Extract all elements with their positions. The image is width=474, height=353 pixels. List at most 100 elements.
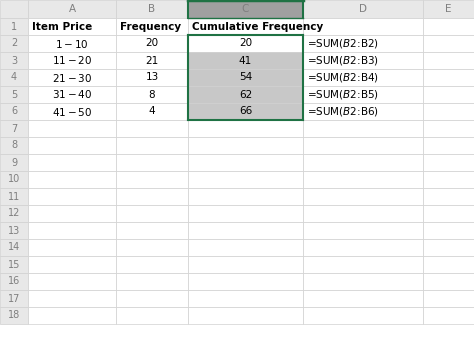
Text: 62: 62	[239, 90, 252, 100]
Bar	[28, 35, 116, 52]
Text: Frequency: Frequency	[120, 22, 181, 31]
Text: 21: 21	[146, 55, 159, 66]
Text: =SUM($B$2:B6): =SUM($B$2:B6)	[307, 105, 379, 118]
Bar	[423, 188, 474, 205]
Text: 12: 12	[8, 209, 20, 219]
Text: 13: 13	[146, 72, 159, 83]
Bar	[188, 205, 303, 222]
Bar	[28, 0, 116, 18]
Text: =SUM($B$2:B4): =SUM($B$2:B4)	[307, 71, 379, 84]
Bar	[188, 52, 303, 69]
Bar	[28, 120, 116, 137]
Bar	[303, 35, 423, 52]
Bar	[116, 0, 188, 18]
Bar	[423, 52, 474, 69]
Bar	[423, 86, 474, 103]
Bar	[188, 307, 303, 324]
Bar	[423, 256, 474, 273]
Text: B: B	[148, 4, 155, 14]
Text: 20: 20	[146, 38, 159, 48]
Bar	[303, 273, 423, 290]
Text: 9: 9	[11, 157, 17, 168]
Bar	[116, 35, 188, 52]
Bar	[303, 205, 423, 222]
Bar	[28, 256, 116, 273]
Text: 41: 41	[239, 55, 252, 66]
Text: $11 - $20: $11 - $20	[52, 54, 92, 66]
Bar	[303, 103, 423, 120]
Text: 16: 16	[8, 276, 20, 287]
Text: $31 - $40: $31 - $40	[52, 89, 92, 101]
Bar	[0, 171, 28, 188]
Bar	[0, 18, 28, 35]
Bar	[303, 188, 423, 205]
Bar	[303, 120, 423, 137]
Bar	[28, 154, 116, 171]
Bar	[116, 205, 188, 222]
Bar	[0, 205, 28, 222]
Bar	[0, 188, 28, 205]
Bar	[0, 120, 28, 137]
Bar	[116, 120, 188, 137]
Bar	[28, 222, 116, 239]
Bar	[28, 171, 116, 188]
Text: $41 - $50: $41 - $50	[52, 106, 92, 118]
Bar	[188, 35, 303, 52]
Bar	[303, 222, 423, 239]
Bar	[28, 69, 116, 86]
Bar	[188, 86, 303, 103]
Text: 4: 4	[11, 72, 17, 83]
Bar	[116, 256, 188, 273]
Bar	[116, 273, 188, 290]
Bar	[28, 273, 116, 290]
Bar	[116, 18, 188, 35]
Bar	[28, 103, 116, 120]
Bar	[28, 205, 116, 222]
Bar	[188, 103, 303, 120]
Bar	[423, 171, 474, 188]
Bar	[116, 307, 188, 324]
Text: C: C	[242, 4, 249, 14]
Bar	[188, 18, 303, 35]
Bar	[116, 290, 188, 307]
Bar	[303, 86, 423, 103]
Text: 66: 66	[239, 107, 252, 116]
Bar	[116, 239, 188, 256]
Bar	[423, 18, 474, 35]
Bar	[0, 256, 28, 273]
Text: 3: 3	[11, 55, 17, 66]
Bar	[0, 290, 28, 307]
Text: $1 - $10: $1 - $10	[55, 37, 89, 49]
Bar	[188, 120, 303, 137]
Text: 8: 8	[149, 90, 155, 100]
Bar	[188, 0, 303, 18]
Text: 54: 54	[239, 72, 252, 83]
Bar	[423, 222, 474, 239]
Bar	[0, 273, 28, 290]
Text: A: A	[68, 4, 75, 14]
Bar	[188, 154, 303, 171]
Bar	[0, 0, 28, 18]
Bar	[423, 239, 474, 256]
Text: 5: 5	[11, 90, 17, 100]
Text: 11: 11	[8, 191, 20, 202]
Bar	[28, 52, 116, 69]
Text: 15: 15	[8, 259, 20, 269]
Bar	[188, 256, 303, 273]
Bar	[303, 171, 423, 188]
Bar	[0, 222, 28, 239]
Text: =SUM($B$2:B2): =SUM($B$2:B2)	[307, 37, 379, 50]
Bar	[423, 154, 474, 171]
Bar	[28, 239, 116, 256]
Bar	[188, 239, 303, 256]
Bar	[0, 137, 28, 154]
Bar	[0, 35, 28, 52]
Text: Cumulative Frequency: Cumulative Frequency	[192, 22, 323, 31]
Bar	[116, 222, 188, 239]
Bar	[28, 290, 116, 307]
Bar	[0, 86, 28, 103]
Bar	[423, 69, 474, 86]
Bar	[116, 171, 188, 188]
Text: 1: 1	[11, 22, 17, 31]
Text: 6: 6	[11, 107, 17, 116]
